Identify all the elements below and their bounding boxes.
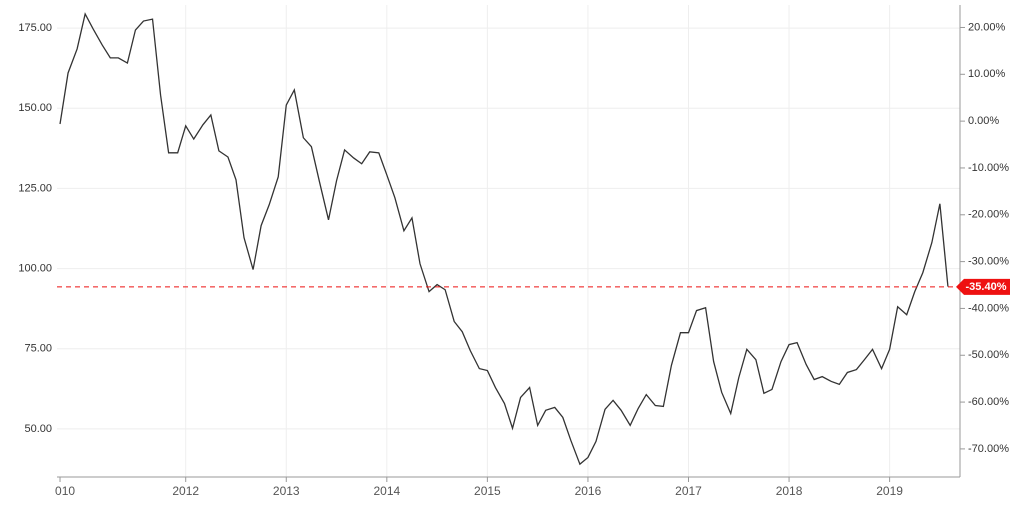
annotation-label: -35.40% — [966, 281, 1007, 293]
y-tick-label: 50.00 — [24, 423, 52, 435]
y-tick-label: 100.00 — [18, 262, 52, 274]
y2-tick-label: 20.00% — [968, 21, 1006, 33]
y2-tick-label: 10.00% — [968, 68, 1006, 80]
x-tick-label: 2015 — [474, 484, 501, 498]
x-tick-label: 010 — [55, 484, 75, 498]
series-line — [59, 12, 949, 466]
x-tick-label: 2012 — [172, 484, 199, 498]
y2-tick-label: -20.00% — [968, 209, 1009, 221]
y2-tick-label: 0.00% — [968, 115, 999, 127]
y-tick-label: 125.00 — [18, 182, 52, 194]
x-tick-label: 2013 — [273, 484, 300, 498]
x-tick-label: 2019 — [876, 484, 903, 498]
y2-tick-label: -70.00% — [968, 443, 1009, 455]
y-tick-label: 175.00 — [18, 22, 52, 34]
x-tick-label: 2018 — [776, 484, 803, 498]
x-tick-label: 2017 — [675, 484, 702, 498]
y2-tick-label: -60.00% — [968, 396, 1009, 408]
y2-tick-label: -10.00% — [968, 162, 1009, 174]
y2-tick-label: -40.00% — [968, 302, 1009, 314]
y2-tick-label: -30.00% — [968, 256, 1009, 268]
y2-tick-label: -50.00% — [968, 349, 1009, 361]
y-tick-label: 75.00 — [24, 343, 52, 355]
y-tick-label: 150.00 — [18, 102, 52, 114]
x-tick-label: 2014 — [373, 484, 400, 498]
annotation-tag — [956, 278, 1010, 295]
x-tick-label: 2016 — [575, 484, 602, 498]
